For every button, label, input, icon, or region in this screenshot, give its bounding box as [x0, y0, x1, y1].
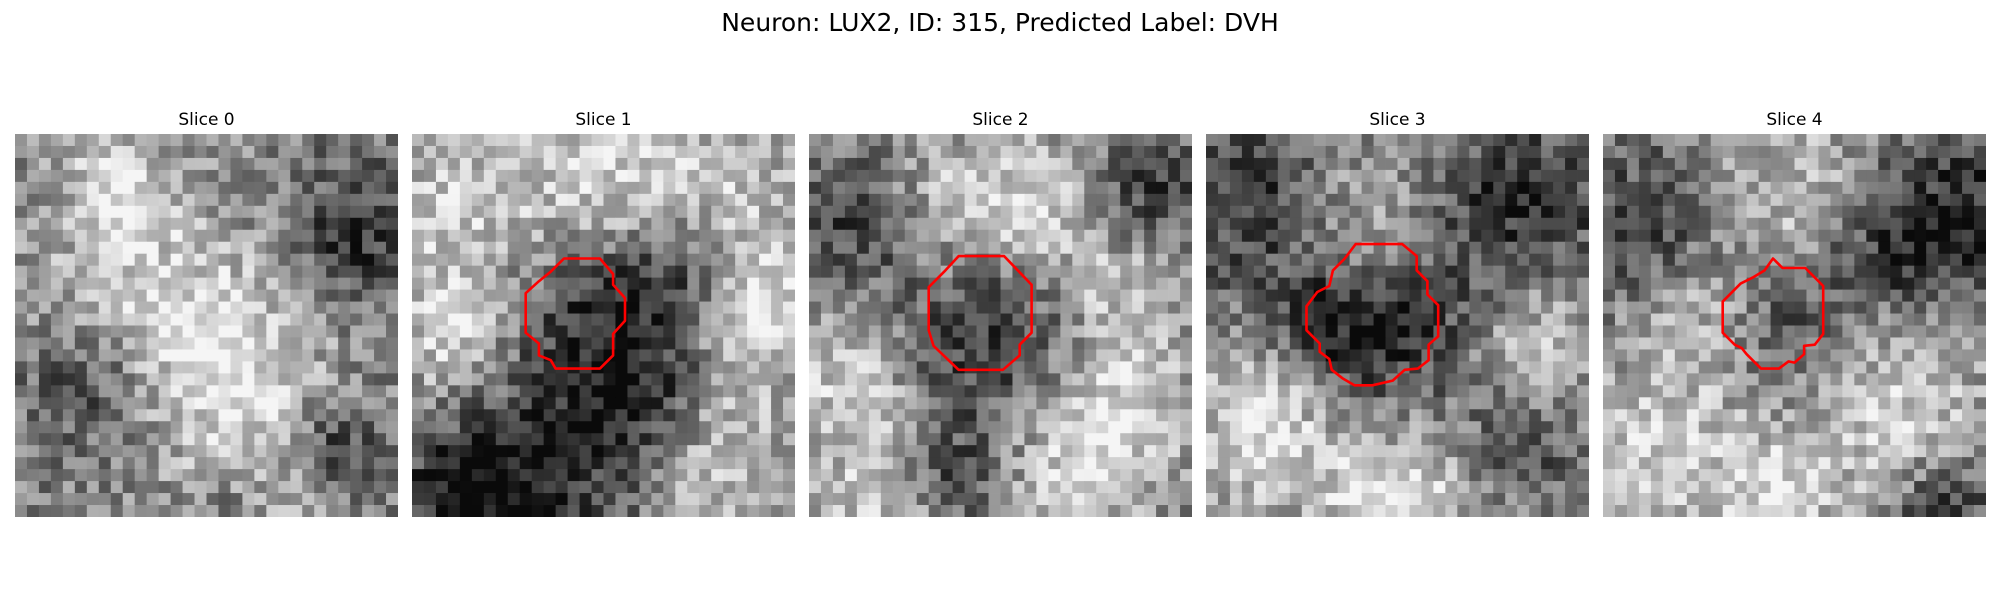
figure-title: Neuron: LUX2, ID: 315, Predicted Label: … [721, 8, 1279, 37]
slice-2-title: Slice 2 [972, 110, 1029, 130]
slice-2-image [809, 134, 1192, 517]
slice-0-title: Slice 0 [178, 110, 235, 130]
neuron-outline [524, 257, 627, 370]
neuron-outline [1305, 242, 1440, 387]
slice-1-title: Slice 1 [575, 110, 632, 130]
slice-3-image [1206, 134, 1589, 517]
slice-4-title: Slice 4 [1766, 110, 1823, 130]
neuron-outline [1721, 257, 1825, 370]
slice-4-image [1603, 134, 1986, 517]
slice-3-title: Slice 3 [1369, 110, 1426, 130]
slice-0-image [15, 134, 398, 517]
neuron-outline [927, 254, 1033, 372]
slice-1-image [412, 134, 795, 517]
